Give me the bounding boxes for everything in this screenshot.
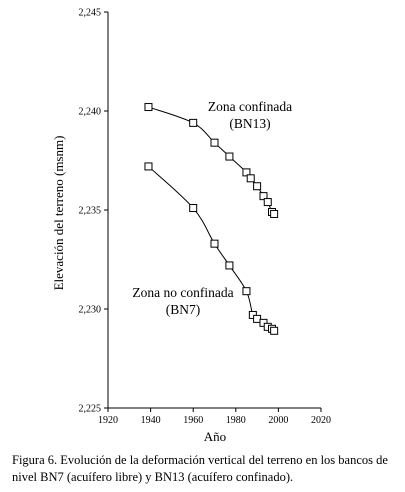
data-point-bn7 (144, 162, 153, 171)
data-point-bn13 (210, 138, 219, 147)
y-tick-label: 2,240 (79, 107, 102, 118)
data-point-bn7 (242, 287, 251, 296)
y-axis-label: Elevación del terreno (msnm) (51, 136, 66, 291)
data-point-bn7 (210, 239, 219, 248)
y-tick-label: 2,225 (79, 404, 102, 415)
x-tick-label: 1960 (183, 415, 203, 426)
x-tick-label: 2020 (311, 415, 331, 426)
data-point-bn13 (270, 209, 279, 218)
y-tick-label: 2,235 (79, 206, 102, 217)
data-point-bn13 (263, 198, 272, 207)
data-point-bn7 (225, 261, 234, 270)
x-tick-label: 2000 (268, 415, 288, 426)
series-labels: Zona confinada (BN13) Zona no confinada (BN… (132, 99, 292, 317)
data-point-bn13 (225, 152, 234, 161)
data-point-bn13 (259, 192, 268, 201)
series-label-bn7: Zona no confinada (132, 285, 233, 300)
x-tick-label: 1940 (141, 415, 161, 426)
data-point-bn7 (270, 326, 279, 335)
data-point-bn13 (144, 103, 153, 112)
x-tick-label: 1920 (98, 415, 118, 426)
data-point-bn13 (242, 168, 251, 177)
series-label-bn13: (BN13) (229, 116, 270, 131)
series-label-bn7: (BN7) (166, 302, 201, 317)
figure-caption: Figura 6. Evolución de la deformación ve… (12, 453, 388, 484)
axes (107, 12, 321, 409)
data-point-bn13 (189, 118, 198, 127)
series-label-bn13: Zona confinada (208, 99, 292, 114)
data-point-bn13 (246, 174, 255, 183)
series-markers (144, 103, 279, 335)
data-point-bn13 (253, 182, 262, 191)
y-tick-label: 2,230 (79, 305, 102, 316)
y-tick-label: 2,245 (79, 8, 102, 19)
x-ticks: 1920 1940 1960 1980 2000 2020 (98, 408, 331, 426)
chart-figure: 1920 1940 1960 1980 2000 2020 2,225 2,230 2,235… (51, 8, 331, 445)
data-point-bn7 (189, 204, 198, 213)
x-axis-label: Año (204, 429, 226, 444)
x-tick-label: 1980 (226, 415, 246, 426)
y-ticks: 2,225 2,230 2,235 2,240 2,245 (79, 8, 108, 415)
